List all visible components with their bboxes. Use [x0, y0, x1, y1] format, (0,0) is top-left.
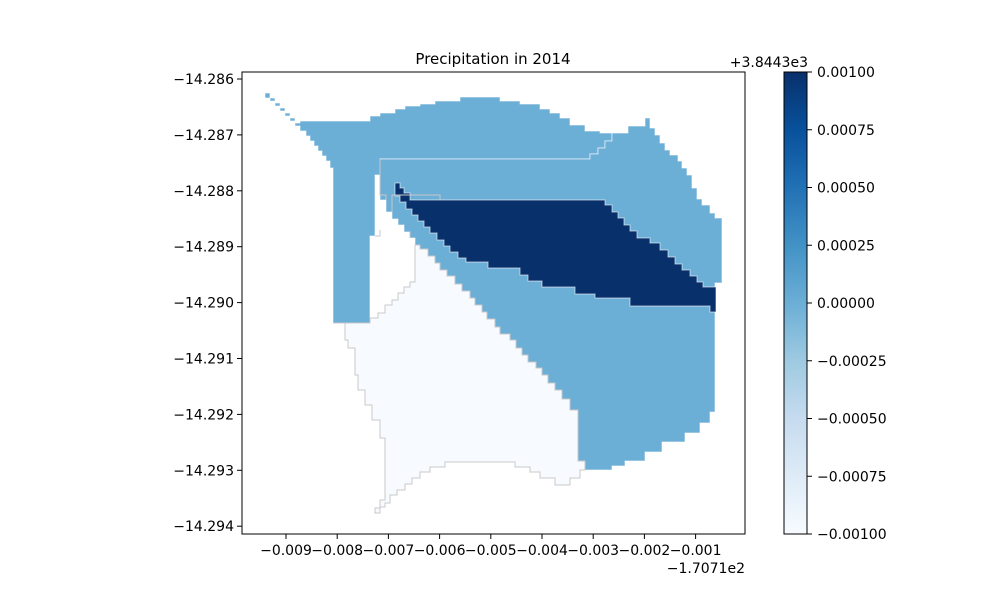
y-axis: −14.286 −14.287 −14.288 −14.289 −14.290 −14.2… [173, 72, 242, 535]
y-tick-label: −14.286 [173, 72, 234, 88]
y-tick-label: −14.287 [173, 128, 234, 144]
y-tick-label: −14.290 [173, 296, 234, 312]
x-tick-label: −0.009 [260, 543, 312, 559]
region-boundary-lines [333, 159, 441, 324]
x-tick-label: −0.002 [618, 543, 670, 559]
colorbar-gradient [783, 71, 808, 535]
colorbar-tick-label: 0.00000 [817, 296, 875, 312]
x-axis-offset-label: −1.7071e2 [667, 561, 745, 577]
colorbar-offset-label: +3.8443e3 [730, 55, 808, 71]
x-tick-label: −0.005 [465, 543, 517, 559]
x-tick-label: −0.001 [670, 543, 722, 559]
y-tick-label: −14.292 [173, 407, 234, 423]
colorbar-tick-label: 0.00075 [817, 123, 875, 139]
colorbar-tick-label: 0.00050 [817, 181, 875, 197]
x-tick-label: −0.008 [311, 543, 363, 559]
y-tick-label: −14.294 [173, 519, 234, 535]
y-tick-label: −14.291 [173, 352, 234, 368]
y-tick-label: −14.293 [173, 463, 234, 479]
x-tick-label: −0.006 [414, 543, 466, 559]
colorbar: 0.00100 0.00075 0.00050 0.00025 0.00000 −0.00… [783, 65, 887, 543]
x-tick-label: −0.004 [516, 543, 568, 559]
y-tick-label: −14.288 [173, 184, 234, 200]
colorbar-tick-label: 0.00100 [817, 65, 875, 81]
colorbar-tick-label: 0.00025 [817, 238, 875, 254]
x-axis: −0.009 −0.008 −0.007 −0.006 −0.005 −0.004 −0.0… [260, 534, 722, 559]
region-center [394, 182, 717, 313]
y-tick-label: −14.289 [173, 240, 234, 256]
colorbar-tick-label: −0.00025 [817, 354, 887, 370]
x-tick-label: −0.007 [362, 543, 414, 559]
colorbar-tick-label: −0.00100 [817, 527, 887, 543]
colorbar-tick-label: −0.00050 [817, 412, 887, 428]
x-tick-label: −0.003 [567, 543, 619, 559]
chart-title: Precipitation in 2014 [415, 50, 570, 68]
region-south [344, 244, 586, 514]
colorbar-tick-label: −0.00075 [817, 469, 887, 485]
plot-area [241, 71, 746, 535]
